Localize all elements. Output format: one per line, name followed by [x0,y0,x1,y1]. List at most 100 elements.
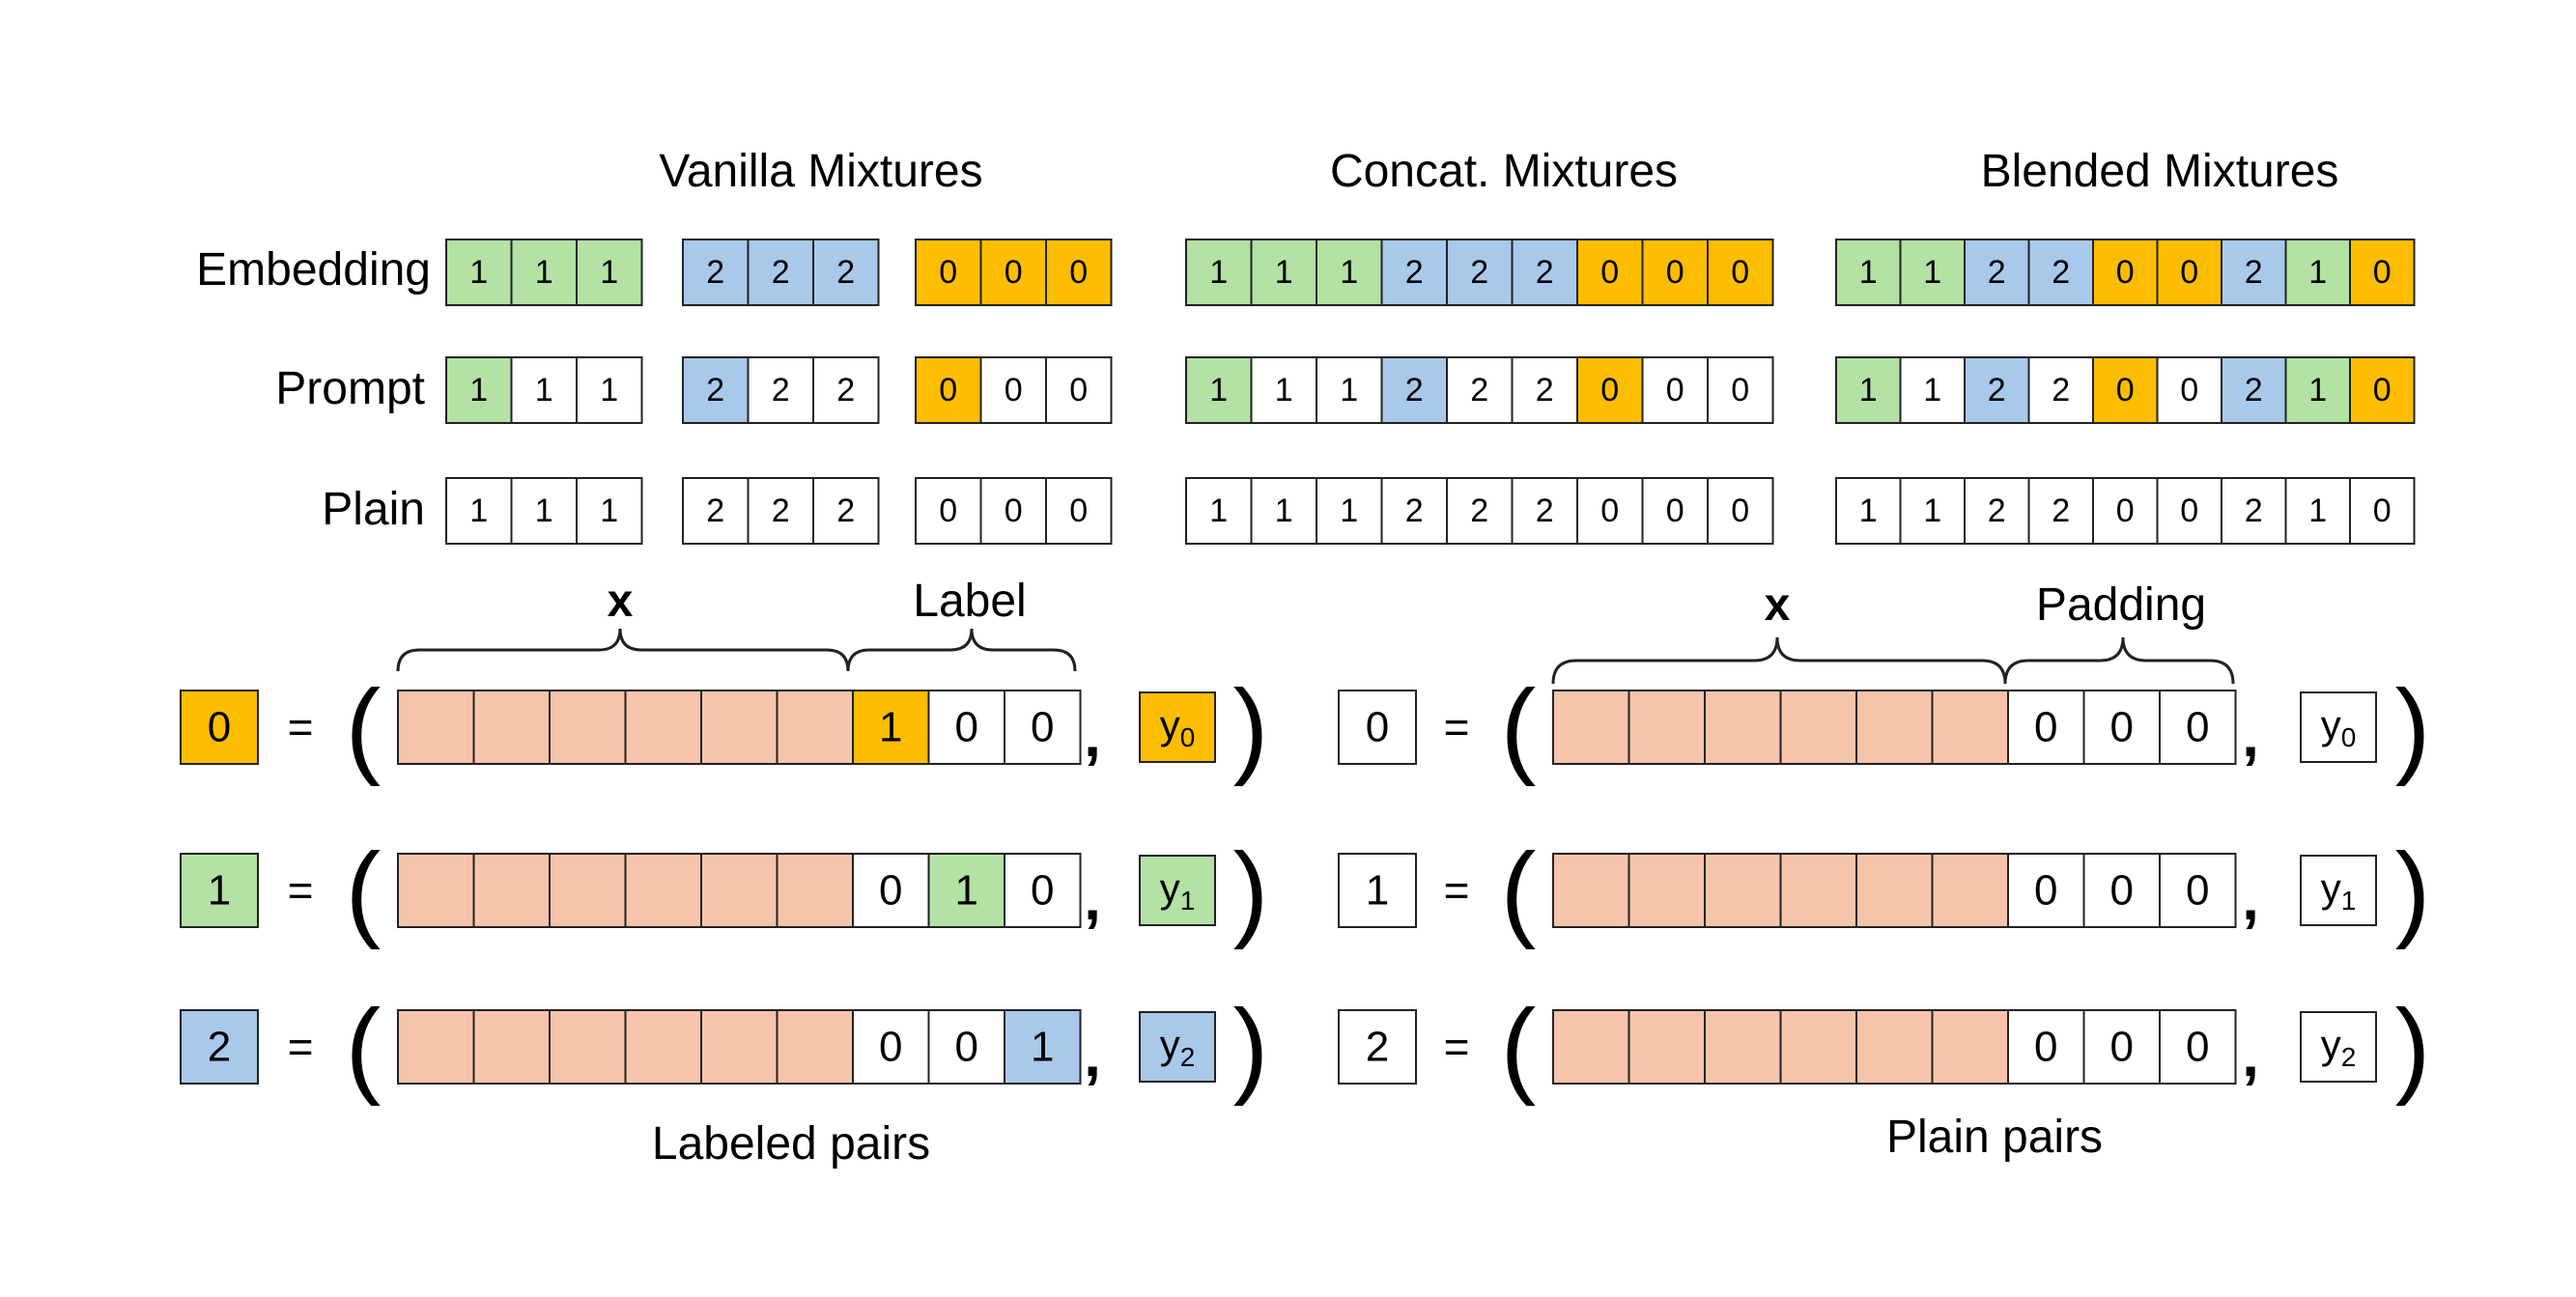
concat-plain-cell-7-value: 0 [1666,493,1684,529]
plain-close-paren-2: ) [2395,988,2431,1107]
vanilla-embedding-g0-cell-0: 1 [445,239,513,306]
plain-label-cell-0-2-value: 0 [2186,704,2209,751]
blended-embedding-cell-0: 1 [1835,239,1902,306]
plain-label-cell-0-1-box [2082,690,2161,765]
blended-prompt-cell-4-value: 0 [2116,372,2135,409]
blended-plain-cell-5: 0 [2156,477,2222,545]
concat-embedding-cell-6-value: 0 [1600,254,1619,291]
labeled-key-1-value: 1 [208,867,231,915]
concat-plain-cell-8: 0 [1707,477,1774,545]
plain-label-cell-2-0-value: 0 [2034,1024,2057,1071]
labeled-label-cell-0-2: 0 [1004,690,1082,765]
vanilla-plain-g0-cell-2: 1 [576,477,643,545]
plain-key-0-box [1338,690,1417,765]
labeled-y-box-1: y1 [1139,855,1216,926]
labeled-pairs-caption: Labeled pairs [652,1118,930,1170]
concat-prompt-cell-8-box [1707,356,1774,424]
labeled-close-paren-0: ) [1233,668,1269,787]
labeled-x-cell-1-3 [624,853,702,928]
concat-prompt-cell-2-value: 1 [1340,372,1358,409]
plain-y-sub-0: 0 [2341,722,2357,752]
plain-label-cell-2-2: 0 [2159,1009,2237,1085]
concat-embedding-cell-1: 1 [1250,239,1317,306]
blended-prompt-cell-3-box [2027,356,2094,424]
concat-prompt-cell-3-box [1380,356,1448,424]
concat-prompt-cell-1-box [1250,356,1317,424]
concat-plain-cell-0-box [1185,477,1253,545]
labeled-key-1: 1 [180,853,259,928]
plain-key-2-box [1338,1009,1417,1085]
concat-prompt-cell-4: 2 [1446,356,1514,424]
vanilla-plain-g0-cell-2-value: 1 [600,493,618,529]
blended-embedding-cell-2: 2 [1964,239,2030,306]
plain-x-cell-2-2 [1704,1009,1782,1085]
labeled-label-cell-1-1: 1 [927,853,1005,928]
plain-label-cell-0-2-box [2159,690,2237,765]
plain-x-cell-0-1 [1628,690,1706,765]
blended-embedding-cell-6-box [2221,239,2287,306]
vanilla-plain-g2-cell-0-value: 0 [939,493,957,529]
plain-y-base-1: y [2321,865,2341,911]
plain-pairs-section: x Padding 0 =(0 0 0, y0)1 =(0 0 0, y1)2 =(0 0 0, y2)… [1338,579,2431,1163]
labeled-equals-2: = [288,1022,314,1072]
labeled-label-cell-2-1: 0 [927,1009,1005,1085]
vanilla-plain-g0-cell-2-box [576,477,643,545]
concat-embedding-cell-5-value: 2 [1536,254,1554,291]
labeled-label-cell-0-1: 0 [927,690,1005,765]
blended-embedding-cell-2-box [1964,239,2030,306]
blended-plain-cell-8-box [2349,477,2416,545]
vanilla-prompt-g0-cell-2-box [576,356,643,424]
blended-prompt-cell-5-value: 0 [2180,372,2198,409]
labeled-key-0-value: 0 [208,704,231,751]
plain-y-sub-1: 1 [2341,886,2357,916]
blended-plain-cell-5-box [2156,477,2222,545]
plain-label-cell-2-0: 0 [2007,1009,2085,1085]
blended-prompt-cell-5: 0 [2156,356,2222,424]
brace-x-plain [1551,636,2007,685]
plain-key-2: 2 [1338,1009,1417,1085]
plain-x-cell-0-5 [1931,690,2009,765]
blended-plain-cell-3-value: 2 [2052,493,2070,529]
labeled-label-cell-0-1-box [927,690,1005,765]
concat-plain-cell-4-box [1446,477,1514,545]
concat-plain-cell-0-value: 1 [1209,493,1228,529]
plain-y-box-0: y0 [2300,691,2377,763]
concat-prompt-cell-5-value: 2 [1536,372,1554,409]
labeled-label-cell-2-0-box [852,1009,930,1085]
vanilla-embedding-g2-cell-0: 0 [915,239,982,306]
labeled-y-sub-2: 2 [1180,1042,1196,1072]
vanilla-plain-g1-cell-2-value: 2 [836,493,855,529]
plain-label-cell-2-1-value: 0 [2110,1024,2134,1071]
labeled-y-base-0: y [1160,702,1180,747]
labeled-label-cell-1-0: 0 [852,853,930,928]
vanilla-plain-g1-cell-0-box [682,477,750,545]
concat-embedding-cell-1-box [1250,239,1317,306]
concat-embedding-cell-7: 0 [1641,239,1709,306]
plain-y-box-2: y2 [2300,1011,2377,1083]
labeled-comma-1: , [1084,863,1101,933]
vanilla-plain-g1-cell-1: 2 [747,477,814,545]
blended-plain-cell-7-value: 1 [2308,493,2327,529]
labeled-x-cell-2-1 [472,1009,551,1085]
plain-comma-1: , [2242,863,2259,933]
concat-plain-cell-8-box [1707,477,1774,545]
concat-prompt-cell-0-value: 1 [1209,372,1228,409]
labeled-label-cell-1-2: 0 [1004,853,1082,928]
blended-embedding-cell-1: 1 [1899,239,1966,306]
blended-prompt-cell-6-value: 2 [2245,372,2263,409]
labeled-pair-row-2: 2 =(0 0 1, y2) [180,988,1268,1107]
plain-label-cell-0-0-value: 0 [2034,704,2057,751]
blended-prompt-cell-6: 2 [2221,356,2287,424]
plain-y-base-2: y [2321,1022,2341,1067]
vanilla-plain-g2-cell-1-value: 0 [1005,493,1023,529]
plain-comma-0: , [2242,700,2259,770]
vanilla-prompt-g2-cell-2: 0 [1045,356,1113,424]
concat-embedding-cell-4-value: 2 [1470,254,1488,291]
plain-close-paren-1: ) [2395,832,2431,950]
concat-embedding-cell-2-value: 1 [1340,254,1358,291]
vanilla-prompt-g0-cell-0-box [445,356,513,424]
vanilla-embedding-g2-cell-2: 0 [1045,239,1113,306]
plain-y-rect-2 [2300,1011,2377,1083]
vanilla-prompt-g2-cell-2-value: 0 [1069,372,1088,409]
